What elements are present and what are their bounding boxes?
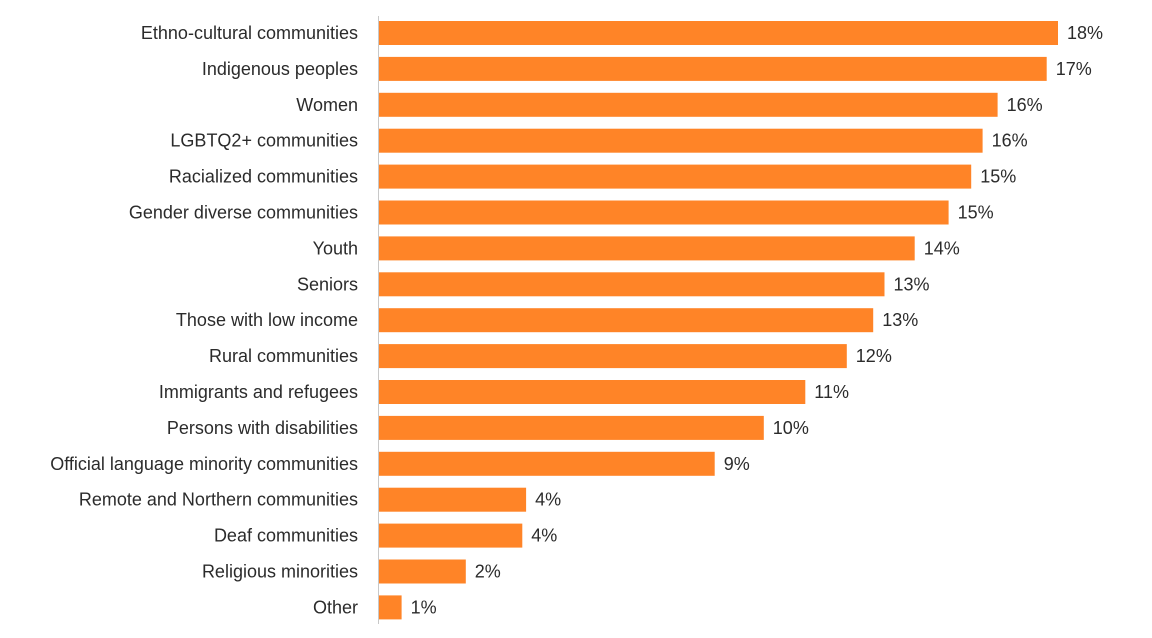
data-label-women: 16%: [1007, 95, 1043, 115]
category-label-deaf-communities: Deaf communities: [214, 526, 358, 546]
bar-other: [379, 595, 402, 620]
data-label-indigenous-peoples: 17%: [1056, 59, 1092, 79]
category-label-youth: Youth: [313, 238, 358, 258]
bar-immigrants-and-refugees: [379, 380, 806, 404]
bar-indigenous-peoples: [379, 56, 1047, 81]
bar-youth: [379, 236, 915, 261]
data-label-immigrants-and-refugees: 11%: [814, 382, 849, 402]
category-label-rural-communities: Rural communities: [209, 346, 358, 366]
bar-seniors: [379, 272, 885, 297]
bar-ethno-cultural-communities: [379, 21, 1058, 45]
category-label-racialized-communities: Racialized communities: [169, 167, 358, 187]
bar-religious-minorities: [379, 559, 466, 584]
data-label-racialized-communities: 15%: [980, 167, 1016, 187]
bar-women: [379, 92, 998, 117]
data-label-remote-and-northern-communities: 4%: [535, 490, 561, 510]
bar-official-language-minority-communities: [379, 451, 715, 476]
category-label-those-with-low-income: Those with low income: [176, 310, 358, 330]
bar-deaf-communities: [379, 523, 523, 548]
bar-racialized-communities: [379, 164, 972, 189]
data-label-other: 1%: [411, 597, 437, 617]
category-label-ethno-cultural-communities: Ethno-cultural communities: [141, 23, 358, 43]
data-label-lgbtq2-communities: 16%: [992, 131, 1028, 151]
bar-lgbtq2-communities: [379, 128, 983, 153]
category-label-remote-and-northern-communities: Remote and Northern communities: [79, 490, 358, 510]
bar-group: [379, 21, 1058, 620]
data-label-youth: 14%: [924, 238, 960, 258]
data-label-group: 18% 17% 16% 16% 15% 15% 14% 13% 13% 12% 11%10% 9% 4%…: [411, 23, 1103, 617]
category-label-indigenous-peoples: Indigenous peoples: [202, 59, 358, 79]
category-label-women: Women: [296, 95, 358, 115]
category-label-gender-diverse-communities: Gender diverse communities: [129, 203, 358, 223]
category-label-religious-minorities: Religious minorities: [202, 562, 358, 582]
bar-those-with-low-income: [379, 308, 874, 333]
bar-rural-communities: [379, 344, 847, 369]
bar-remote-and-northern-communities: [379, 487, 527, 512]
data-label-those-with-low-income: 13%: [882, 310, 918, 330]
data-label-official-language-minority-communities: 9%: [724, 454, 750, 474]
bar-gender-diverse-communities: [379, 200, 949, 225]
data-label-deaf-communities: 4%: [531, 526, 557, 546]
category-label-official-language-minority-communities: Official language minority communities: [50, 454, 358, 474]
data-label-religious-minorities: 2%: [475, 562, 501, 582]
category-label-other: Other: [313, 597, 358, 617]
category-label-immigrants-and-refugees: Immigrants and refugees: [159, 382, 358, 402]
category-label-persons-with-disabilities: Persons with disabilities: [167, 418, 358, 438]
data-label-ethno-cultural-communities: 18%: [1067, 23, 1103, 43]
category-label-seniors: Seniors: [297, 274, 358, 294]
category-label-group: Ethno-cultural communities Indigenous peo…: [50, 23, 358, 617]
data-label-persons-with-disabilities: 10%: [773, 418, 809, 438]
data-label-rural-communities: 12%: [856, 346, 892, 366]
bar-persons-with-disabilities: [379, 415, 764, 440]
data-label-seniors: 13%: [894, 274, 930, 294]
data-label-gender-diverse-communities: 15%: [958, 203, 994, 223]
category-label-lgbtq2-communities: LGBTQ2+ communities: [170, 131, 358, 151]
